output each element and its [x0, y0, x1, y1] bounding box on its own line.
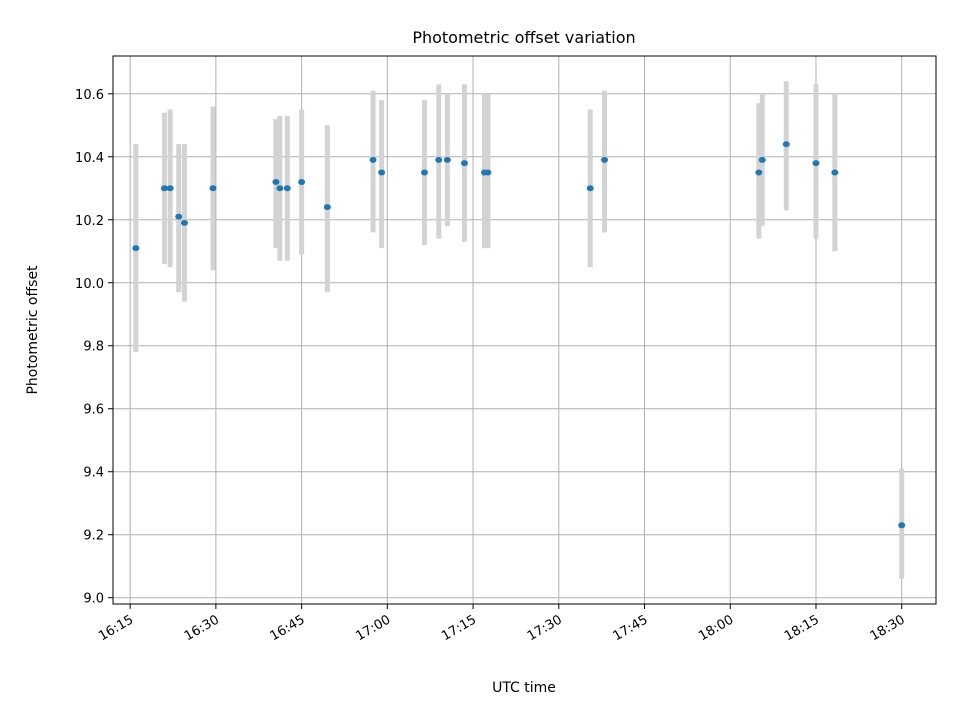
data-point — [132, 245, 140, 252]
plot-frame — [112, 55, 937, 605]
data-point — [369, 156, 377, 163]
x-axis-label: UTC time — [492, 680, 556, 696]
y-tick-label: 9.0 — [83, 592, 104, 607]
chart-title: Photometric offset variation — [412, 28, 635, 47]
y-tick-label: 9.4 — [83, 466, 104, 481]
data-point — [831, 169, 839, 176]
y-tick-label: 9.8 — [83, 340, 104, 355]
data-point — [298, 178, 306, 185]
data-point — [420, 169, 428, 176]
data-point — [782, 141, 790, 148]
data-point — [323, 204, 331, 211]
point-layer — [132, 141, 906, 529]
y-tick-label: 10.4 — [75, 151, 104, 166]
y-tick-label: 9.2 — [83, 529, 104, 544]
data-point — [166, 185, 174, 192]
data-point — [755, 169, 763, 176]
data-point — [586, 185, 594, 192]
data-point — [484, 169, 492, 176]
y-axis-label: Photometric offset — [25, 265, 41, 395]
data-point — [378, 169, 386, 176]
y-tick-label: 10.2 — [75, 214, 104, 229]
data-point — [812, 160, 820, 167]
data-point — [209, 185, 217, 192]
data-point — [276, 185, 284, 192]
data-point — [898, 522, 906, 529]
data-point — [180, 219, 188, 226]
data-point — [758, 156, 766, 163]
data-point — [443, 156, 451, 163]
data-point — [435, 156, 443, 163]
y-tick-label: 9.6 — [83, 403, 104, 418]
data-point — [272, 178, 280, 185]
y-tick-label: 10.0 — [75, 277, 104, 292]
y-tick-label: 10.6 — [75, 88, 104, 103]
data-point — [175, 213, 183, 220]
data-point — [283, 185, 291, 192]
data-point — [460, 160, 468, 167]
data-point — [601, 156, 609, 163]
data-point — [160, 185, 168, 192]
